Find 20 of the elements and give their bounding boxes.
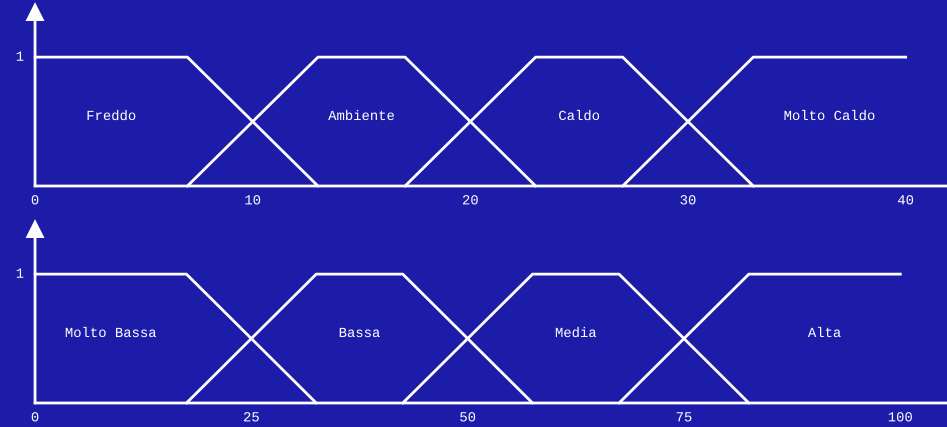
text: 1 xyxy=(16,52,24,61)
x-tick-label: 10 xyxy=(245,195,260,205)
text: 1 xyxy=(16,268,24,278)
x-tick-label: 0 xyxy=(32,412,38,422)
x-tick-label: 0 xyxy=(32,195,38,205)
annotation: Freddo xyxy=(88,110,136,120)
x-tick-label: 25 xyxy=(244,412,259,422)
x-tick-label: 40 xyxy=(898,195,914,205)
annotation: Media xyxy=(556,326,596,338)
annotation: Ambiente xyxy=(328,110,394,120)
x-tick-label: 75 xyxy=(676,412,692,422)
x-tick-label: 30 xyxy=(680,195,696,205)
x-tick-label: 100 xyxy=(888,412,912,422)
annotation: Molto Caldo xyxy=(784,110,874,120)
annotation: Alta xyxy=(808,326,841,338)
annotation: Caldo xyxy=(559,110,600,120)
annotation: Molto Bassa xyxy=(66,326,156,338)
x-tick-label: 20 xyxy=(462,195,478,205)
annotation: Bassa xyxy=(340,328,380,338)
x-tick-label: 50 xyxy=(460,412,476,422)
